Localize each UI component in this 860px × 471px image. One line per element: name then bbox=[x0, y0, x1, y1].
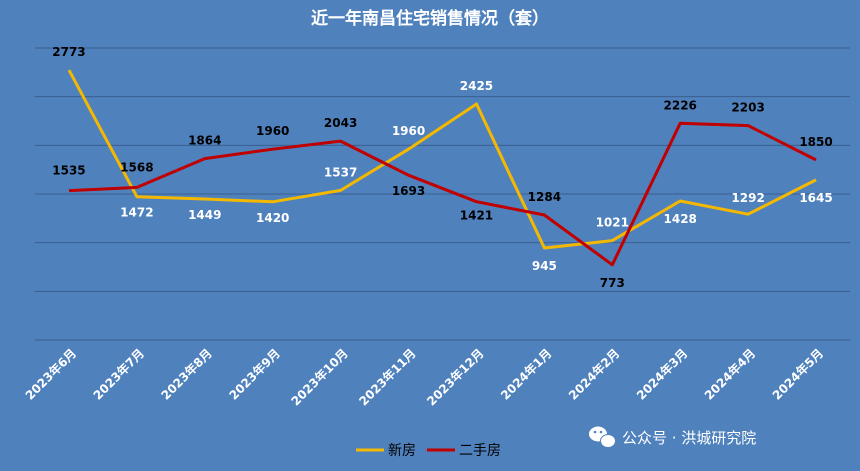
data-label-new-homes: 2425 bbox=[460, 79, 493, 93]
x-tick-label: 2023年7月 bbox=[90, 346, 147, 403]
wechat-icon bbox=[589, 426, 616, 448]
x-tick-label: 2024年5月 bbox=[769, 346, 826, 403]
grid-lines bbox=[35, 47, 850, 341]
data-label-new-homes: 1420 bbox=[256, 211, 289, 225]
x-tick-label: 2024年4月 bbox=[701, 346, 758, 403]
x-tick-label: 2024年1月 bbox=[497, 346, 554, 403]
x-tick-label: 2023年12月 bbox=[424, 346, 487, 409]
data-label-resale-homes: 1421 bbox=[460, 209, 493, 223]
x-tick-label: 2023年10月 bbox=[288, 346, 351, 409]
watermark-text: 公众号 · 洪城研究院 bbox=[622, 429, 756, 447]
x-tick-label: 2023年9月 bbox=[226, 346, 283, 403]
data-label-resale-homes: 1693 bbox=[392, 184, 425, 198]
data-label-resale-homes: 773 bbox=[600, 276, 625, 290]
data-label-new-homes: 1449 bbox=[188, 208, 221, 222]
data-label-resale-homes: 1568 bbox=[120, 160, 153, 174]
data-label-new-homes: 2773 bbox=[52, 45, 85, 59]
data-label-new-homes: 1537 bbox=[324, 165, 357, 179]
data-label-resale-homes: 2043 bbox=[324, 116, 357, 130]
data-label-new-homes: 1960 bbox=[392, 124, 425, 138]
data-label-new-homes: 1472 bbox=[120, 206, 153, 220]
data-label-resale-homes: 1850 bbox=[799, 135, 832, 149]
series-line-resale-homes bbox=[68, 121, 817, 267]
data-labels: 2773 1472 1449 1420 1537 1960 2425 945 1021 1428 1… bbox=[52, 45, 832, 290]
data-label-resale-homes: 1535 bbox=[52, 164, 85, 178]
chart-title: 近一年南昌住宅销售情况（套） bbox=[311, 8, 549, 29]
x-tick-label: 2024年2月 bbox=[565, 346, 622, 403]
data-label-resale-homes: 1960 bbox=[256, 124, 289, 138]
data-label-new-homes: 1021 bbox=[596, 216, 629, 230]
series-line-new-homes bbox=[67, 69, 817, 250]
series-lines bbox=[67, 69, 817, 267]
data-label-new-homes: 945 bbox=[532, 259, 557, 273]
data-label-new-homes: 1292 bbox=[731, 191, 764, 205]
legend-label-resale: 二手房 bbox=[459, 443, 501, 459]
legend-label-new: 新房 bbox=[388, 443, 416, 459]
data-label-new-homes: 1428 bbox=[664, 212, 697, 226]
legend: 新房 二手房 bbox=[356, 443, 501, 459]
x-tick-label: 2023年11月 bbox=[356, 346, 419, 409]
x-tick-label: 2023年6月 bbox=[22, 346, 79, 403]
x-tick-label: 2024年3月 bbox=[633, 346, 690, 403]
watermark: 公众号 · 洪城研究院 bbox=[589, 426, 756, 448]
data-label-resale-homes: 1864 bbox=[188, 134, 221, 148]
x-tick-labels: 2023年6月 2023年7月 2023年8月 2023年9月 2023年10月 2023… bbox=[22, 346, 826, 409]
data-label-resale-homes: 1284 bbox=[528, 190, 561, 204]
data-label-resale-homes: 2226 bbox=[664, 98, 697, 112]
x-tick-label: 2023年8月 bbox=[158, 346, 215, 403]
data-label-new-homes: 1645 bbox=[799, 191, 832, 205]
data-label-resale-homes: 2203 bbox=[731, 101, 764, 115]
